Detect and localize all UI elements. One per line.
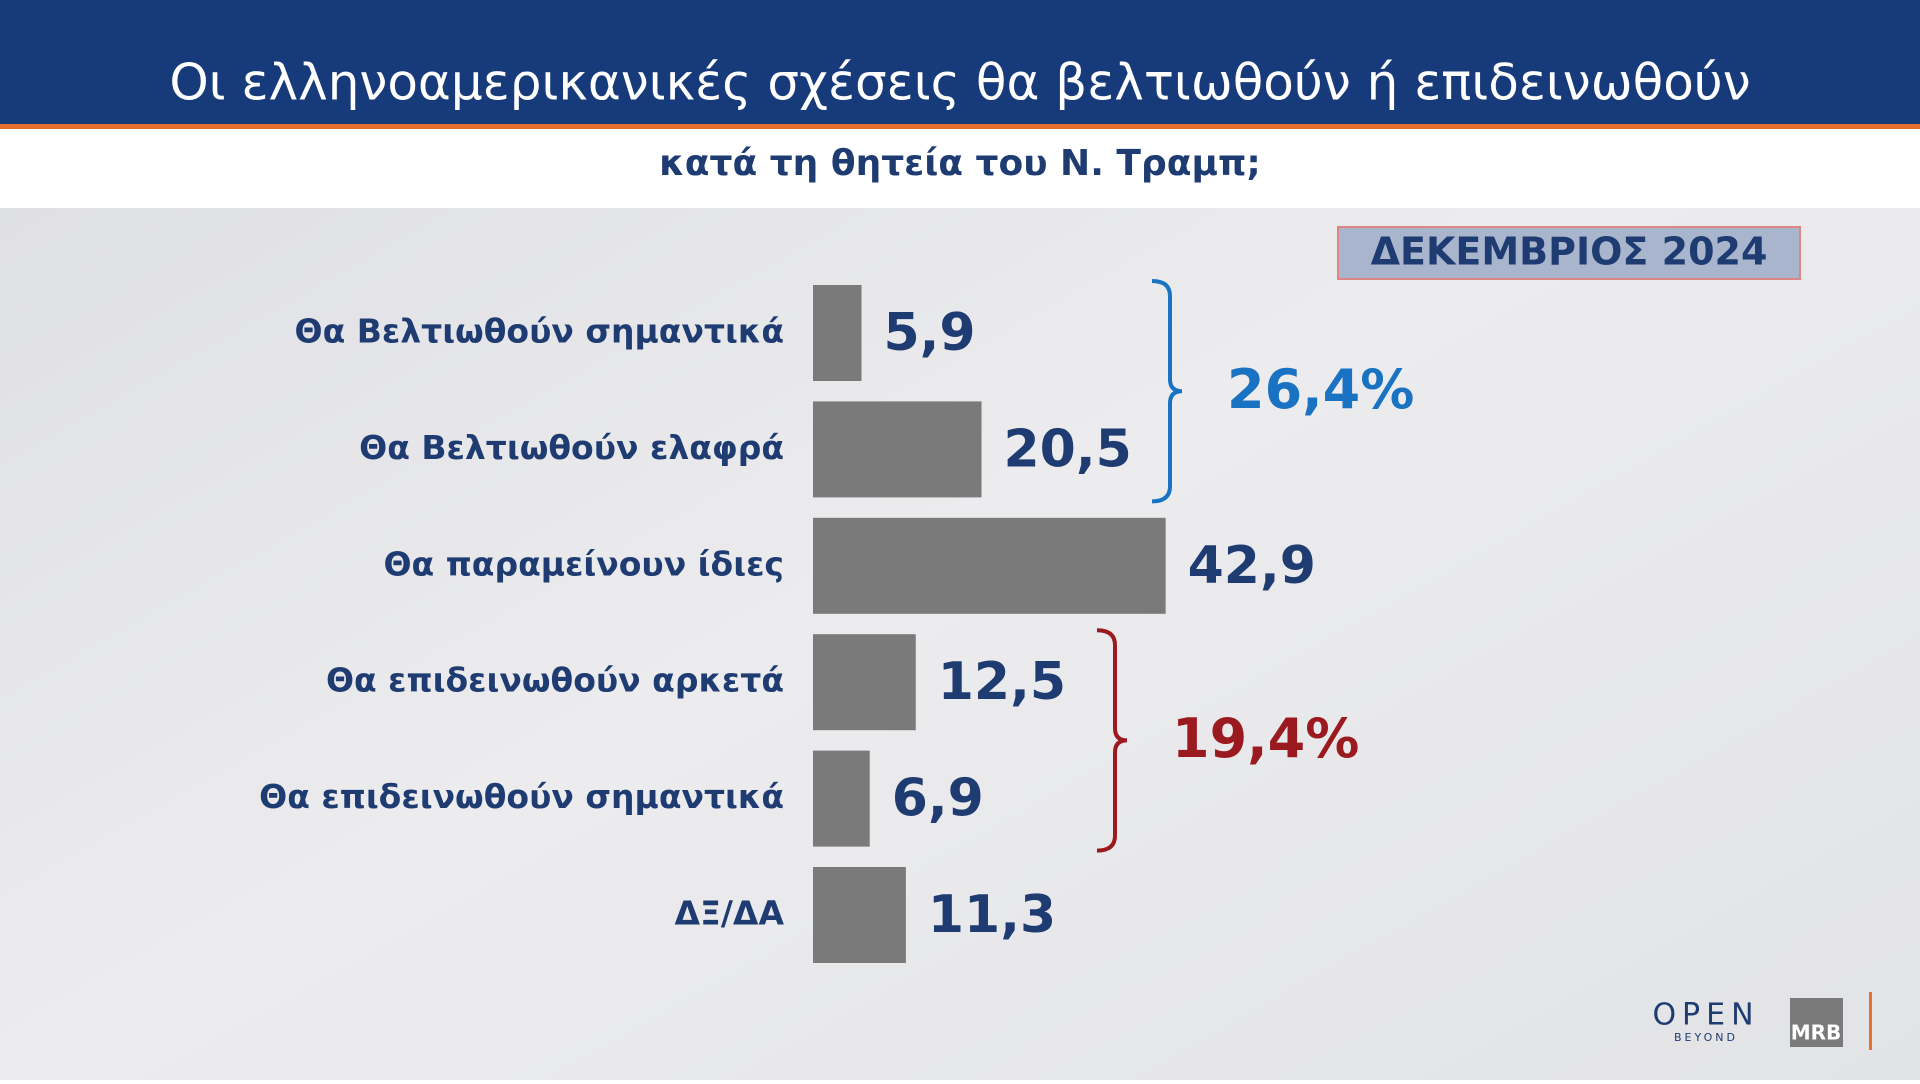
- value-label: 12,5: [938, 652, 1066, 712]
- chart-title: Οι ελληνοαμερικανικές σχέσεις θα βελτιωθ…: [169, 54, 1750, 112]
- bar: [813, 867, 906, 963]
- group-bracket: [1151, 279, 1183, 504]
- value-label: 6,9: [892, 769, 984, 829]
- value-label: 11,3: [928, 885, 1056, 945]
- date-badge-text: ΔΕΚΕΜΒΡΙΟΣ 2024: [1371, 230, 1768, 274]
- category-label: Θα Βελτιωθούν ελαφρά: [359, 428, 784, 467]
- value-label: 42,9: [1188, 536, 1316, 596]
- bar: [813, 750, 870, 847]
- title-rule: [0, 124, 1920, 129]
- bar: [813, 401, 982, 498]
- logo-mrb: MRB: [1791, 1021, 1842, 1045]
- chart-subtitle: κατά τη θητεία του Ν. Τραμπ;: [659, 143, 1261, 184]
- group-total: 26,4%: [1227, 358, 1414, 421]
- logo-mrb-box: [1790, 998, 1843, 1047]
- bar: [813, 517, 1166, 614]
- category-label: Θα Βελτιωθούν σημαντικά: [295, 312, 784, 351]
- subtitle-band: [0, 129, 1920, 208]
- category-label: ΔΞ/ΔΑ: [674, 894, 784, 933]
- value-label: 20,5: [1004, 419, 1132, 479]
- bar: [813, 285, 862, 381]
- group-bracket: [1096, 628, 1128, 853]
- title-band: [0, 0, 1920, 125]
- logo-divider: [1869, 992, 1872, 1050]
- category-label: Θα επιδεινωθούν αρκετά: [326, 661, 784, 700]
- category-label: Θα επιδεινωθούν σημαντικά: [259, 777, 784, 816]
- date-badge: [1337, 226, 1801, 280]
- bar: [813, 634, 916, 731]
- logo-open-tagline: BEYOND: [1674, 1031, 1738, 1044]
- logo-open: OPEN: [1652, 998, 1759, 1033]
- value-label: 5,9: [883, 303, 975, 363]
- category-label: Θα παραμείνουν ίδιες: [383, 544, 784, 583]
- group-total: 19,4%: [1172, 707, 1359, 770]
